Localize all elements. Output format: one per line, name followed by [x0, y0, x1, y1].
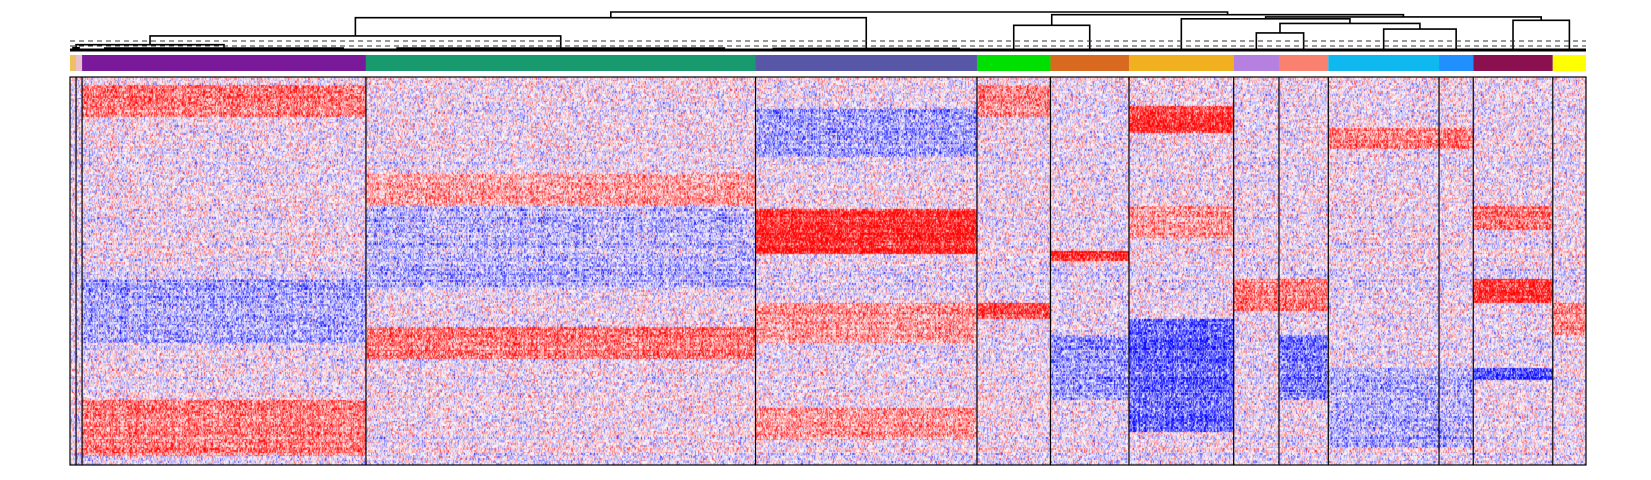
dendrogram-cut-lines	[70, 40, 1586, 47]
dendrogram-branch-10	[1279, 22, 1421, 33]
cluster-color-segment-1	[70, 55, 77, 71]
dendrogram-branch-9	[1382, 28, 1457, 50]
cluster-color-segment-9	[1233, 55, 1279, 71]
cluster-color-segment-4	[365, 55, 756, 71]
cluster-color-segment-10	[1278, 55, 1329, 71]
heatmap-matrix	[70, 77, 1586, 465]
cluster-color-bar	[70, 55, 1586, 71]
cluster-color-segment-8	[1128, 55, 1234, 71]
cluster-color-segment-2	[76, 55, 83, 71]
cluster-color-segment-14	[1552, 55, 1586, 71]
cluster-separators	[75, 77, 1554, 465]
cluster-color-segment-11	[1328, 55, 1440, 71]
heatmap-frame	[69, 76, 1587, 466]
cluster-color-segment-3	[82, 55, 366, 71]
cluster-color-segment-5	[755, 55, 977, 71]
cluster-color-segment-13	[1473, 55, 1553, 71]
column-dendrogram	[70, 11, 1586, 52]
dendrogram-branch-6	[354, 16, 868, 49]
cluster-color-segment-7	[1050, 55, 1129, 71]
cluster-color-segment-12	[1439, 55, 1474, 71]
dendrogram-branch-15	[610, 11, 1229, 18]
dendrogram-branch-5	[149, 35, 562, 49]
cluster-color-segment-6	[976, 55, 1051, 71]
